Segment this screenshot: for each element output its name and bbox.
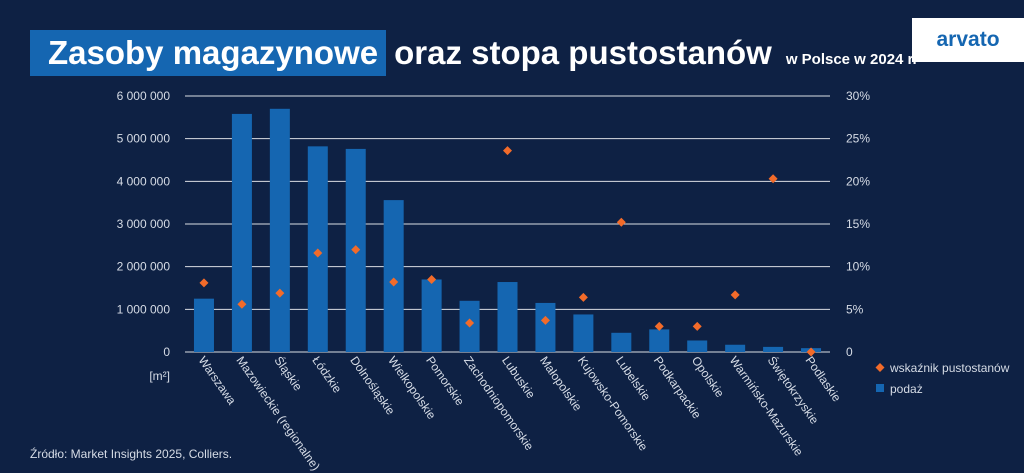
vacancy-marker [313,248,323,258]
y-right-tick-label: 10% [846,260,870,274]
y-right-tick-label: 30% [846,89,870,103]
vacancy-marker [540,315,550,325]
vacancy-marker [389,277,399,287]
source-note: Źródło: Market Insights 2025, Colliers. [30,447,233,461]
x-tick-label: Łódzkie [309,354,344,396]
title-row: Zasoby magazynowe oraz stopa pustostanów… [30,30,917,76]
bar [383,200,404,352]
x-tick-label: Warszawa [196,354,240,408]
vacancy-marker [427,274,437,284]
y-right-tick-label: 15% [846,217,870,231]
y-left-tick-label: 6 000 000 [117,89,171,103]
y-left-tick-label: 5 000 000 [117,132,171,146]
vacancy-marker [503,146,512,156]
vacancy-marker [199,278,209,288]
y-left-tick-label: 3 000 000 [117,217,171,231]
x-tick-label: Śląskie [271,353,306,394]
vacancy-marker [616,217,626,227]
bar [269,108,290,352]
vacancy-marker [692,321,702,331]
bar [687,340,708,352]
bar [611,332,632,352]
legend-bar-swatch [876,384,884,392]
x-tick-label: Mazowieckie (regionalne) [233,354,323,473]
title-highlight: Zasoby magazynowe [30,30,387,76]
bar [649,329,670,352]
y-right-tick-label: 25% [846,132,870,146]
vacancy-marker [465,318,475,328]
vacancy-marker [730,290,740,300]
x-tick-label: Opolskie [689,354,727,401]
x-tick-label: Warmińsko-Mazurskie [727,354,806,459]
bar [573,314,594,352]
vacancy-marker [654,321,664,331]
arvato-logo: arvato [912,18,1024,62]
vacancy-marker [275,288,285,298]
vacancy-marker [806,347,816,357]
vacancy-marker [768,174,778,184]
x-tick-label: Zachodniopomorskie [461,354,537,454]
y-left-tick-label: 0 [163,345,170,359]
y-left-unit-label: [m²] [149,369,170,383]
y-left-tick-label: 4 000 000 [117,174,171,188]
y-right-tick-label: 5% [846,302,864,316]
title-main: oraz stopa pustostanów [394,34,772,71]
x-tick-label: Lubelskie [613,354,654,404]
x-tick-label: Kujowsko-Pomorskie [575,354,651,454]
y-right-tick-label: 0 [846,345,853,359]
x-tick-label: Lubuskie [499,354,538,402]
y-right-tick-label: 20% [846,174,870,188]
x-tick-label: Podlaskie [803,354,844,405]
legend-marker-swatch [875,363,885,372]
vacancy-marker [237,299,247,309]
bar [421,279,442,352]
y-left-tick-label: 2 000 000 [117,260,171,274]
bar [497,282,518,352]
title-suffix: w Polsce w 2024 r. [785,50,917,68]
legend-entry: podaż [890,382,923,396]
bar [763,346,784,352]
vacancy-marker [578,292,588,302]
bar [193,298,214,352]
legend-entry: wskaźnik pustostanów [889,361,1010,375]
bar [231,113,252,352]
vacancy-marker [351,245,361,255]
bar [535,302,556,352]
bar [725,344,746,352]
y-left-tick-label: 1 000 000 [117,302,171,316]
